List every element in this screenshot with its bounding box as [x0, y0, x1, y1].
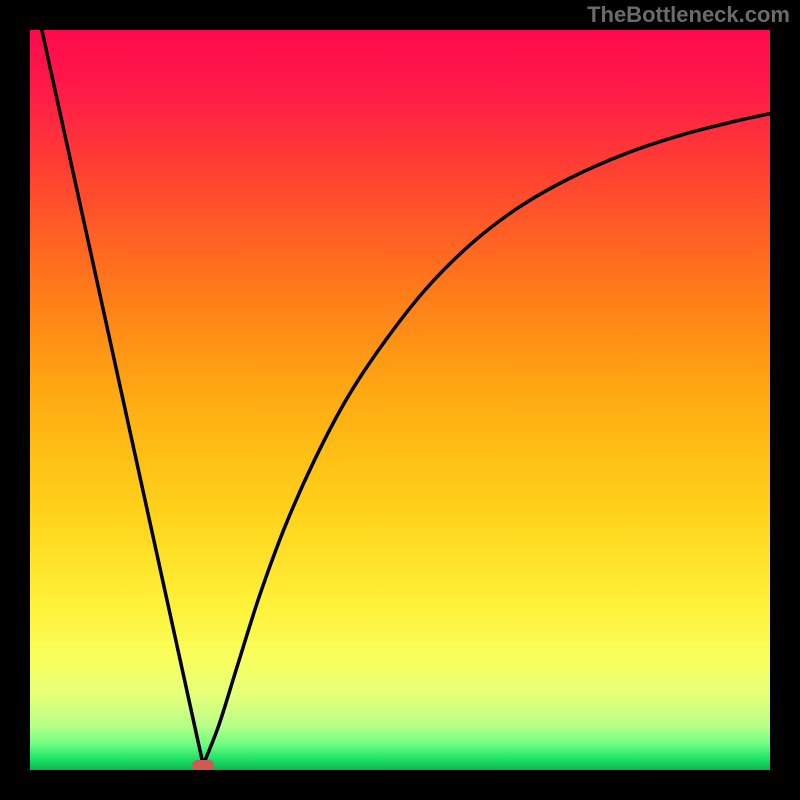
chart-container: TheBottleneck.com	[0, 0, 800, 800]
optimal-point-marker	[192, 760, 214, 770]
watermark-text: TheBottleneck.com	[587, 2, 790, 28]
bottleneck-curve	[42, 30, 770, 765]
plot-area	[30, 30, 770, 770]
curve-svg	[30, 30, 770, 770]
